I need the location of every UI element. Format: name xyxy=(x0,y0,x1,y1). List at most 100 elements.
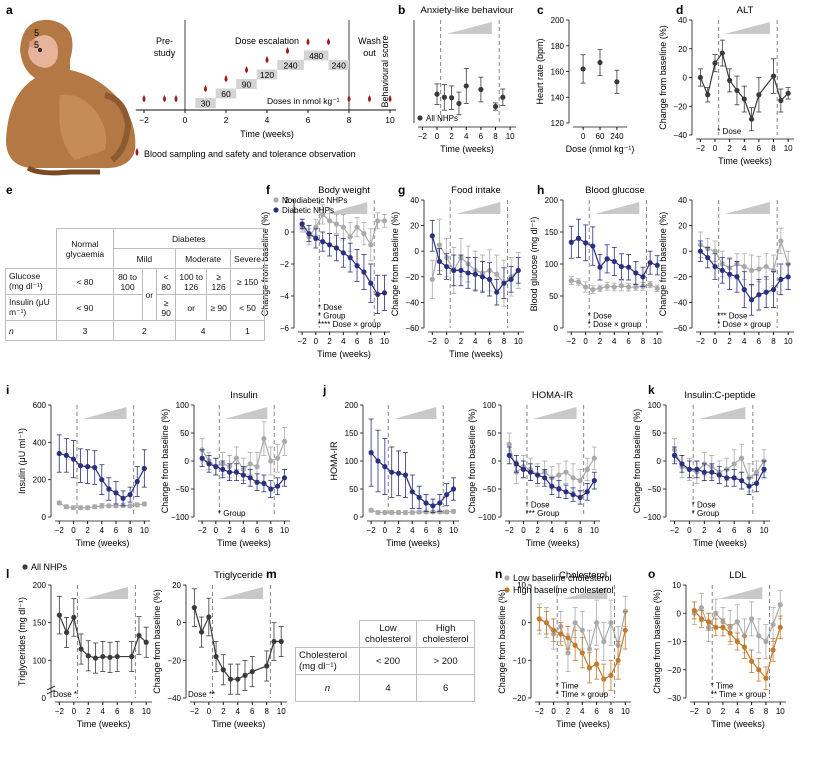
data-point xyxy=(720,624,726,630)
series-all-nhps xyxy=(580,49,620,94)
panel-letter-b: b xyxy=(398,3,405,17)
legend-label: Diabetic NHPs xyxy=(282,206,334,215)
data-point xyxy=(706,619,712,625)
significance-annotation: *** Group xyxy=(526,509,560,518)
y-tick-label: 200 xyxy=(545,196,559,205)
chart-h1: Blood glucose 0 50 100 150 200 −2 0 2 4 6 8 10 Blood … xyxy=(529,185,663,346)
data-point xyxy=(233,469,240,475)
blood-drop-icon xyxy=(327,38,330,45)
data-point xyxy=(240,472,246,478)
data-point xyxy=(375,291,381,297)
data-point xyxy=(120,495,126,501)
x-tick-label: 0 xyxy=(581,132,586,141)
legend-marker xyxy=(273,197,279,203)
y-tick-label: 40 xyxy=(678,196,687,205)
panel-letter-j: j xyxy=(322,383,326,397)
significance-annotation: Dose ** xyxy=(188,690,215,699)
data-point xyxy=(778,238,784,244)
data-point xyxy=(565,650,571,656)
significance-annotation: * Dose xyxy=(717,127,742,136)
panel-letter-k: k xyxy=(648,383,655,397)
y-tick-label: 150 xyxy=(545,228,559,237)
data-point xyxy=(741,644,748,650)
y-tick-label: 10 xyxy=(672,581,681,590)
data-point xyxy=(409,509,415,516)
data-point xyxy=(618,283,625,289)
data-point xyxy=(763,638,769,645)
y-tick-label: −20 xyxy=(405,273,419,282)
data-point xyxy=(127,492,133,498)
data-point xyxy=(278,638,284,645)
y-tick-label: −50 xyxy=(647,485,661,494)
data-point xyxy=(368,507,374,513)
x-tick-label: 10 xyxy=(140,526,149,535)
x-tick-label: 10 xyxy=(514,337,523,346)
data-point xyxy=(626,264,632,270)
y-axis-label: Change from baseline (%) xyxy=(152,589,162,694)
data-point xyxy=(698,605,705,611)
data-point xyxy=(333,245,340,251)
y-tick-label: 0 xyxy=(683,74,688,83)
data-point xyxy=(494,271,500,277)
data-point xyxy=(247,475,253,481)
data-point xyxy=(340,224,346,230)
data-point xyxy=(347,234,353,240)
data-point xyxy=(583,284,589,290)
cholesterol-low: < 200 xyxy=(358,647,418,675)
data-point xyxy=(77,463,84,469)
x-tick-label: −2 xyxy=(690,707,700,716)
x-tick-label: 10 xyxy=(621,707,630,716)
cholesterol-high: > 200 xyxy=(416,647,475,675)
series-all-nhps xyxy=(191,588,284,695)
x-tick-label: 2 xyxy=(85,526,90,535)
y-tick-label: 40 xyxy=(678,16,687,25)
y-tick-label: 150 xyxy=(345,429,359,438)
y-tick-label: 0 xyxy=(554,324,559,333)
series-nondiabetic-nhps xyxy=(56,500,147,511)
data-point xyxy=(226,469,233,475)
y-tick-label: 10 xyxy=(517,581,526,590)
y-tick-label: 0 xyxy=(522,619,527,628)
dose-step xyxy=(256,69,278,80)
x-axis-label: Time (weeks) xyxy=(386,538,440,548)
data-point xyxy=(281,475,288,481)
x-axis-label: Time (weeks) xyxy=(449,349,503,359)
glycaemia-table: Normal glycaemia Diabetes Mild Moderate … xyxy=(4,228,266,341)
data-point xyxy=(199,455,205,461)
moderate-header: Moderate xyxy=(175,248,231,269)
data-point xyxy=(719,267,725,273)
data-point xyxy=(756,266,762,272)
y-axis-label: HOMA-IR xyxy=(329,441,339,480)
chart-title: Body weight xyxy=(318,185,370,196)
y-tick-label: 50 xyxy=(487,429,496,438)
data-point xyxy=(572,642,578,648)
series-diabetic-nhps xyxy=(368,418,457,513)
data-point xyxy=(608,672,614,679)
data-point xyxy=(249,669,255,675)
glucose-severe: ≥ 150 xyxy=(230,268,265,295)
blood-drop-icon xyxy=(347,95,351,102)
series-all-nhps xyxy=(697,39,791,132)
data-point xyxy=(551,627,557,633)
y-axis-label: Change from baseline (%) xyxy=(390,212,400,317)
data-point xyxy=(347,255,353,261)
female-count: 5 xyxy=(34,28,39,38)
chart-title: HOMA-IR xyxy=(532,390,573,401)
normal-header: Normal glycaemia xyxy=(56,228,114,269)
y-tick-label: −20 xyxy=(167,656,181,665)
data-point xyxy=(368,450,374,456)
x-tick-label: 2 xyxy=(396,526,401,535)
data-point xyxy=(647,260,653,266)
x-tick-label: 240 xyxy=(610,132,624,141)
data-point xyxy=(611,258,617,265)
data-point xyxy=(579,627,585,633)
x-tick-label: 2 xyxy=(227,526,232,535)
data-point xyxy=(389,509,395,516)
y-tick-label: 50 xyxy=(180,429,189,438)
y-axis-label: Triglycerides (mg dl⁻¹) xyxy=(17,597,27,686)
data-point xyxy=(368,242,374,248)
data-point xyxy=(99,503,105,509)
y-tick-label: −4 xyxy=(280,292,290,301)
data-point xyxy=(206,461,212,467)
